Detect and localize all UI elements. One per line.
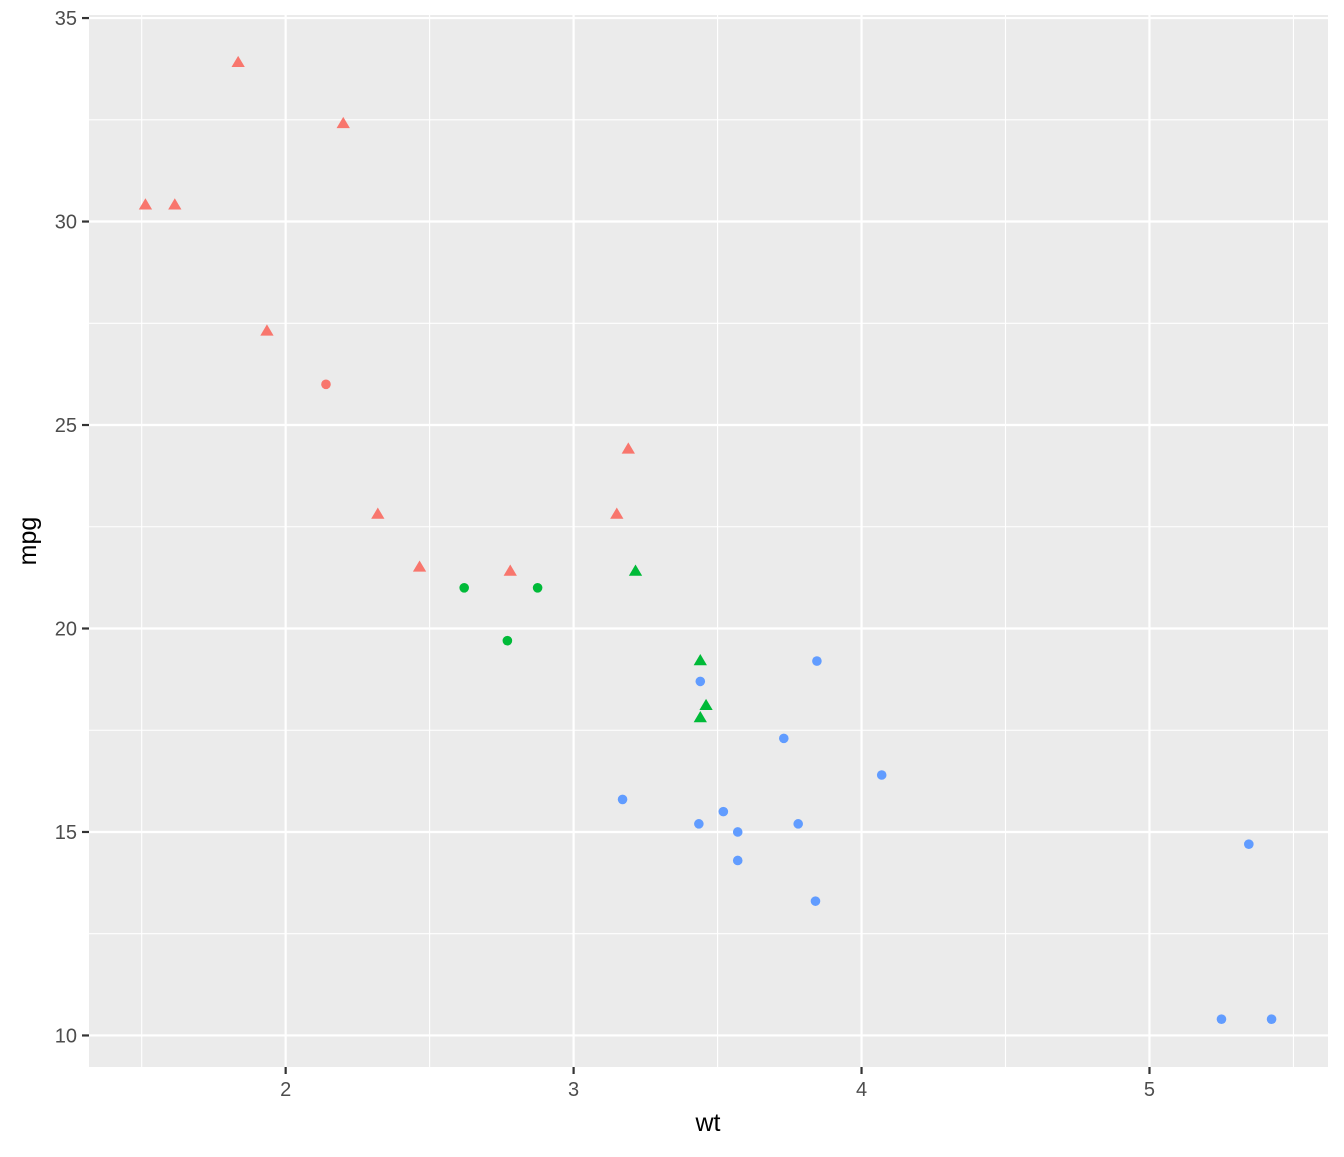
circle-point xyxy=(812,656,822,666)
circle-point xyxy=(810,896,821,906)
triangle-point xyxy=(336,116,350,129)
circle-point xyxy=(718,806,729,817)
circle-point xyxy=(1266,1014,1277,1024)
triangle-point xyxy=(138,198,153,210)
x-tick-label: 3 xyxy=(568,1079,579,1101)
triangle-point xyxy=(628,564,643,576)
triangle-point xyxy=(168,198,182,210)
circle-point xyxy=(502,635,513,646)
triangle-point xyxy=(371,507,385,519)
circle-point xyxy=(732,827,743,837)
circle-point xyxy=(778,733,789,744)
y-tick-label: 20 xyxy=(55,618,77,640)
circle-point xyxy=(321,379,331,390)
minor-gridlines xyxy=(89,15,1328,1067)
triangle-point xyxy=(610,507,624,519)
circle-point xyxy=(532,583,543,593)
axes: 2 3 4 5 10 15 20 25 30 35 xyxy=(55,8,1155,1101)
triangle-point xyxy=(260,324,274,336)
triangle-point xyxy=(699,698,713,711)
triangle-point xyxy=(503,564,517,576)
circle-point xyxy=(732,855,743,866)
x-tick-label: 4 xyxy=(856,1079,867,1101)
circle-point xyxy=(876,770,887,780)
x-axis-title: wt xyxy=(695,1109,721,1137)
y-tick-label: 30 xyxy=(55,212,77,234)
triangle-point xyxy=(412,560,427,572)
triangle-point xyxy=(621,442,635,454)
data-points xyxy=(138,55,1277,1024)
circle-point xyxy=(793,819,803,829)
circle-point xyxy=(695,676,706,687)
triangle-point xyxy=(693,654,707,666)
triangle-point xyxy=(231,55,245,68)
circle-point xyxy=(1244,839,1254,849)
x-tick-label: 5 xyxy=(1144,1079,1155,1101)
y-tick-label: 15 xyxy=(55,822,77,844)
major-gridlines xyxy=(89,15,1328,1067)
circle-point xyxy=(694,819,704,829)
y-tick-label: 10 xyxy=(55,1025,77,1047)
y-tick-label: 35 xyxy=(55,8,77,30)
circle-point xyxy=(617,794,628,805)
y-axis-title: mpg xyxy=(14,517,42,566)
x-tick-label: 2 xyxy=(280,1079,291,1101)
y-tick-label: 25 xyxy=(55,415,77,437)
circle-point xyxy=(459,583,469,593)
panel-background xyxy=(89,15,1328,1067)
circle-point xyxy=(1216,1014,1227,1024)
triangle-point xyxy=(693,711,707,723)
